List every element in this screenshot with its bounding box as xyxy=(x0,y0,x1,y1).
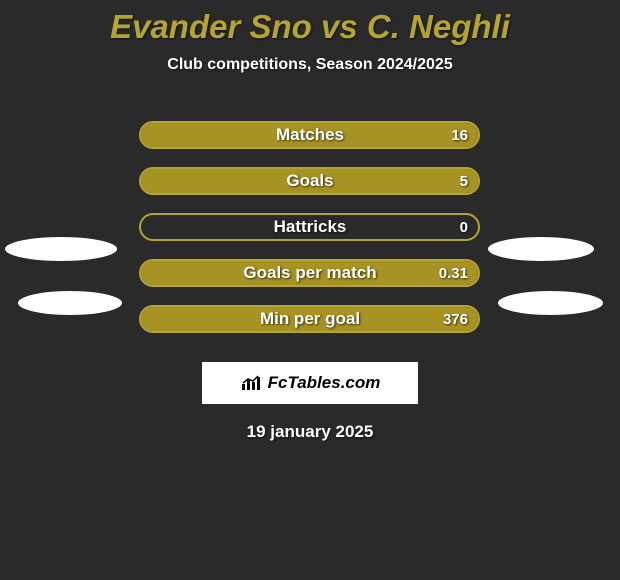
stat-row: Matches 16 xyxy=(0,112,620,158)
stat-value-right: 0.31 xyxy=(439,265,468,282)
stat-value-right: 5 xyxy=(460,173,468,190)
stat-row: Hattricks 0 xyxy=(0,204,620,250)
page-title: Evander Sno vs C. Neghli xyxy=(0,0,620,46)
comparison-infographic: Evander Sno vs C. Neghli Club competitio… xyxy=(0,0,620,442)
stats-area: Matches 16 Goals 5 Hattricks 0 Goals per match… xyxy=(0,112,620,342)
player2-name: C. Neghli xyxy=(367,8,510,45)
brand-box[interactable]: FcTables.com xyxy=(202,362,418,404)
stat-label: Goals per match xyxy=(243,263,376,283)
chart-icon xyxy=(240,374,262,392)
stat-row: Goals 5 xyxy=(0,158,620,204)
subtitle: Club competitions, Season 2024/2025 xyxy=(0,56,620,74)
stat-value-right: 0 xyxy=(460,219,468,236)
stat-value-right: 16 xyxy=(451,127,468,144)
stat-label: Min per goal xyxy=(260,309,360,329)
stat-label: Goals xyxy=(286,171,333,191)
brand-text: FcTables.com xyxy=(268,373,381,393)
player1-name: Evander Sno xyxy=(110,8,312,45)
stat-label: Hattricks xyxy=(274,217,347,237)
date-text: 19 january 2025 xyxy=(0,422,620,442)
stat-value-right: 376 xyxy=(443,311,468,328)
vs-separator: vs xyxy=(312,8,367,45)
stat-row: Min per goal 376 xyxy=(0,296,620,342)
stat-label: Matches xyxy=(276,125,344,145)
stat-row: Goals per match 0.31 xyxy=(0,250,620,296)
